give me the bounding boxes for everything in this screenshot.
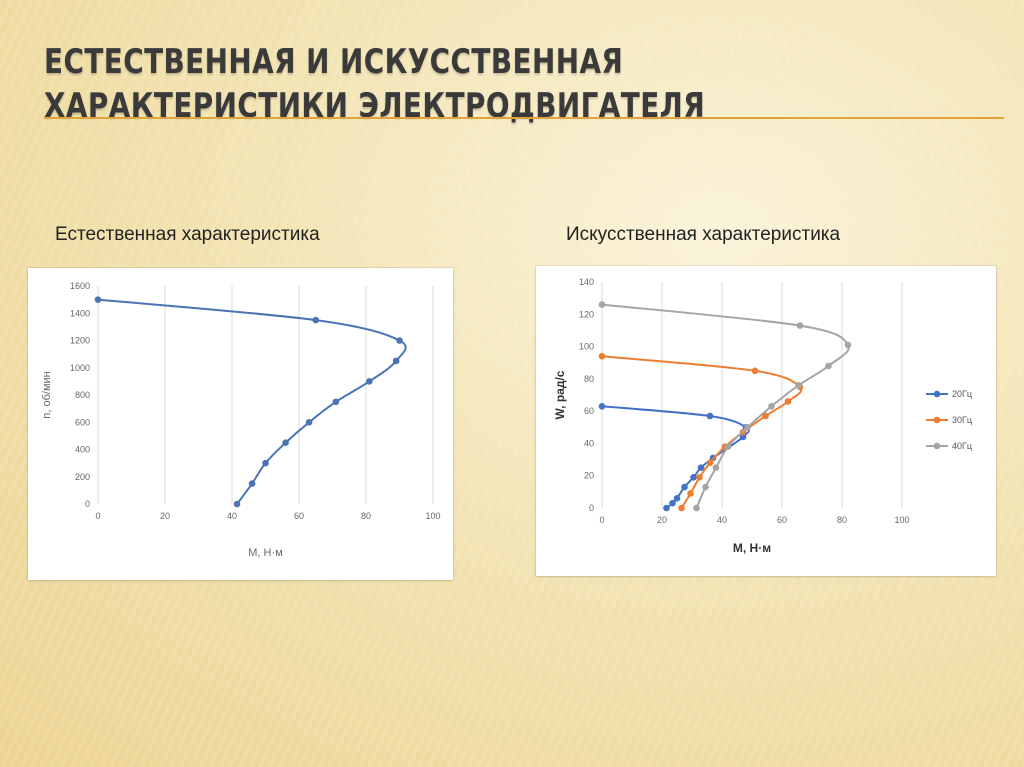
legend-swatch-marker-artificial-0 [933, 390, 941, 398]
data-point-artificial-0-1 [706, 412, 714, 420]
slide-title: Естественная и искусственная характерист… [44, 42, 706, 126]
legend-swatch-marker-artificial-1 [933, 416, 941, 424]
data-point-natural-0-0 [94, 296, 102, 303]
data-point-artificial-0-7 [681, 483, 688, 491]
y-tick-label-artificial-4: 80 [584, 374, 594, 384]
y-tick-label-artificial-5: 100 [579, 342, 594, 352]
data-point-artificial-1-8 [696, 474, 703, 481]
x-tick-label-natural-3: 60 [294, 511, 304, 521]
data-point-artificial-0-5 [697, 464, 705, 471]
x-tick-label-artificial-1: 20 [657, 515, 667, 525]
data-point-artificial-1-9 [687, 490, 694, 497]
data-point-artificial-2-3 [825, 362, 832, 370]
y-tick-label-artificial-7: 140 [579, 277, 594, 287]
data-point-artificial-2-6 [744, 423, 751, 431]
x-tick-label-natural-5: 100 [425, 511, 440, 521]
title-underline [44, 117, 1004, 119]
caption-artificial: Искусственная характеристика [566, 224, 841, 245]
data-point-natural-0-9 [248, 480, 256, 487]
data-point-artificial-2-8 [712, 464, 720, 471]
y-tick-label-natural-4: 800 [75, 390, 90, 400]
data-point-artificial-0-6 [690, 474, 697, 481]
data-point-artificial-1-7 [706, 459, 714, 467]
data-point-artificial-2-4 [795, 382, 802, 389]
x-tick-label-artificial-3: 60 [777, 515, 787, 525]
data-point-natural-0-5 [332, 398, 340, 406]
data-point-natural-0-8 [262, 459, 269, 467]
data-point-artificial-2-1 [796, 322, 804, 329]
x-tick-label-natural-1: 20 [160, 511, 170, 521]
series-line-artificial-0 [601, 405, 750, 509]
y-tick-label-natural-2: 400 [75, 445, 90, 455]
y-tick-label-natural-6: 1200 [70, 336, 90, 346]
data-point-artificial-2-2 [844, 341, 852, 349]
legend-label-artificial-2: 40Гц [952, 441, 972, 451]
legend-label-artificial-0: 20Гц [952, 389, 972, 399]
y-tick-label-natural-1: 200 [75, 472, 90, 482]
data-point-artificial-2-9 [702, 483, 709, 491]
data-point-artificial-0-10 [663, 504, 670, 512]
x-tick-label-artificial-2: 40 [717, 515, 727, 525]
chart-natural: 0 20 40 60 80 1000200400600800100012001400160… [41, 281, 441, 559]
y-tick-label-artificial-2: 40 [584, 438, 594, 448]
legend-swatch-marker-artificial-2 [933, 442, 941, 450]
data-point-artificial-0-0 [598, 403, 606, 410]
x-tick-label-artificial-4: 80 [837, 515, 847, 525]
chart-natural-panel: 0 20 40 60 80 100 0 200 400 600 800 1000 1200 1400 160… [28, 268, 453, 580]
data-point-natural-0-6 [305, 418, 313, 426]
series-line-artificial-1 [601, 355, 803, 509]
x-tick-label-natural-4: 80 [361, 511, 371, 521]
data-point-artificial-2-7 [724, 443, 732, 450]
y-axis-label-artificial: W, рад/с [553, 370, 567, 419]
data-point-natural-0-4 [366, 378, 373, 385]
y-tick-label-artificial-1: 20 [584, 471, 594, 481]
x-axis-label-natural: M, Н·м [248, 547, 282, 559]
y-tick-label-natural-8: 1600 [70, 281, 90, 291]
x-tick-label-natural-2: 40 [227, 511, 237, 521]
data-point-natural-0-7 [282, 439, 289, 446]
data-point-artificial-0-3 [739, 433, 747, 441]
y-tick-label-artificial-0: 0 [589, 503, 594, 513]
data-point-artificial-0-9 [669, 499, 676, 507]
chart-artificial: 0 20 40 60 80 100 0 20 40 60 80 100 120 140 M, Н·м W, р… [553, 277, 972, 555]
data-point-natural-0-10 [233, 500, 241, 508]
y-tick-label-natural-5: 1000 [70, 363, 90, 373]
x-tick-label-artificial-5: 100 [894, 515, 909, 525]
y-axis-label-natural: n, об/мин [41, 371, 53, 419]
x-axis-label-artificial: M, Н·м [733, 541, 771, 555]
data-point-artificial-1-1 [751, 367, 759, 375]
data-point-artificial-2-0 [598, 301, 606, 308]
x-tick-label-artificial-0: 0 [599, 515, 604, 525]
data-point-natural-0-2 [396, 337, 403, 344]
y-tick-label-natural-0: 0 [85, 499, 90, 509]
legend-label-artificial-1: 30Гц [952, 415, 972, 425]
y-tick-label-natural-3: 600 [75, 417, 90, 427]
chart-artificial-panel: 0 20 40 60 80 100 0 20 40 60 80 100 120 140 M, Н·м W, р… [536, 266, 996, 576]
caption-natural: Естественная характеристика [55, 224, 320, 245]
x-tick-label-natural-0: 0 [95, 511, 100, 521]
y-tick-label-natural-7: 1400 [70, 308, 90, 318]
series-line-natural-0 [97, 298, 407, 505]
data-point-artificial-2-10 [693, 504, 700, 512]
data-point-artificial-1-3 [784, 398, 792, 405]
y-tick-label-artificial-6: 120 [579, 309, 594, 319]
series-line-artificial-2 [601, 303, 850, 509]
data-point-natural-0-3 [392, 357, 400, 365]
data-point-artificial-2-5 [768, 403, 775, 410]
data-point-artificial-0-8 [673, 495, 681, 502]
data-point-natural-0-1 [312, 316, 320, 324]
data-point-artificial-1-0 [598, 352, 606, 360]
y-tick-label-artificial-3: 60 [584, 406, 594, 416]
data-point-artificial-1-4 [762, 412, 769, 420]
data-point-artificial-1-10 [678, 504, 685, 512]
